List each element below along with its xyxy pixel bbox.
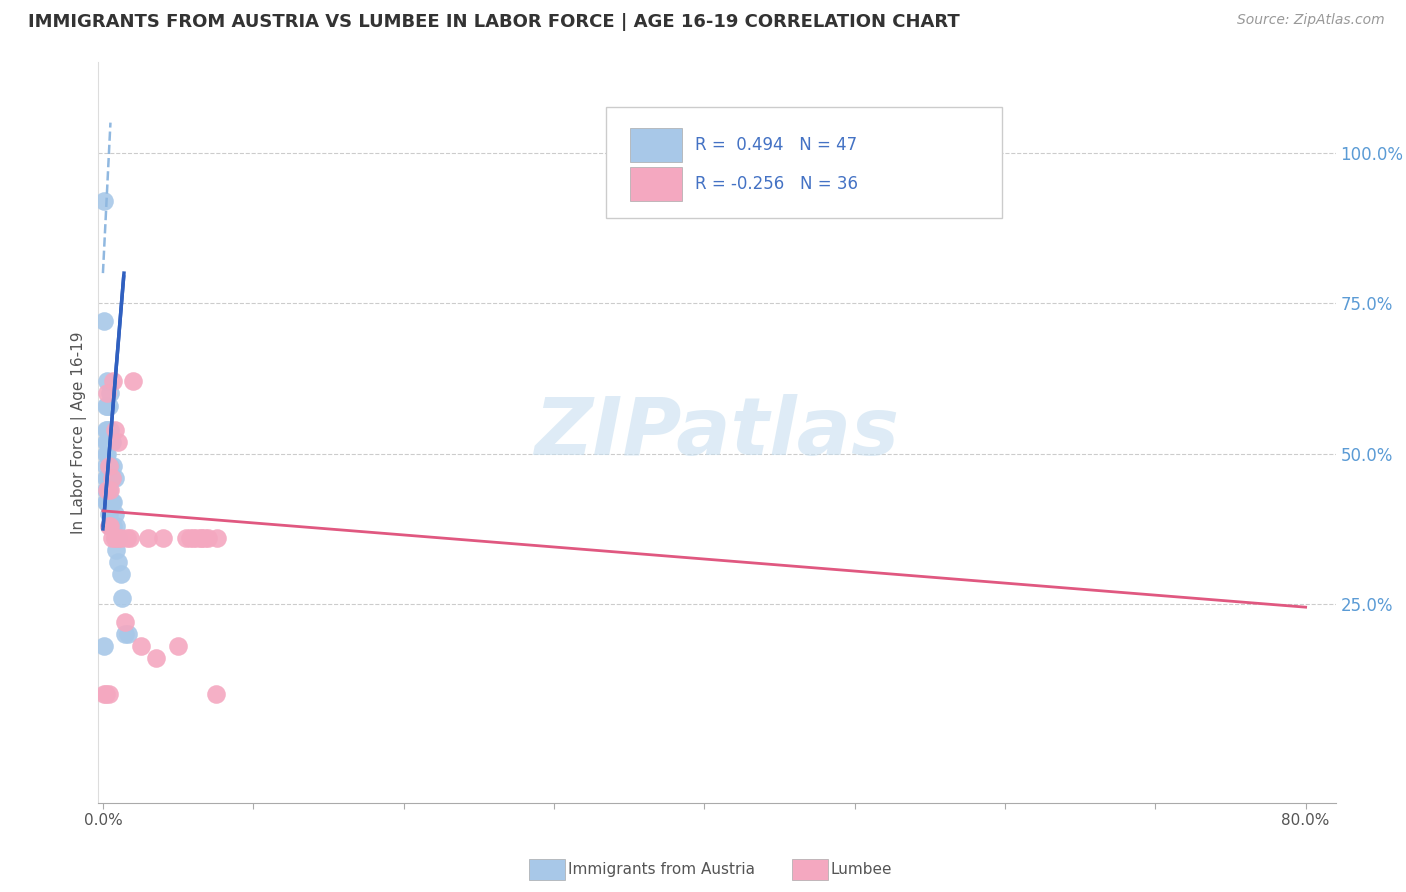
- Point: [103, 519, 125, 533]
- Point: [97, 458, 120, 473]
- Point: [167, 640, 190, 654]
- Point: [94, 399, 117, 413]
- Point: [186, 531, 208, 545]
- Point: [105, 543, 128, 558]
- Point: [94, 495, 117, 509]
- Point: [96, 399, 118, 413]
- Point: [100, 423, 122, 437]
- Point: [190, 531, 212, 545]
- Point: [94, 471, 117, 485]
- Point: [107, 434, 129, 449]
- Text: Lumbee: Lumbee: [831, 863, 893, 877]
- Point: [194, 531, 217, 545]
- Text: ZIPatlas: ZIPatlas: [534, 393, 900, 472]
- Point: [104, 531, 127, 545]
- Point: [107, 531, 129, 545]
- Point: [101, 471, 124, 485]
- Point: [94, 423, 117, 437]
- Point: [136, 531, 159, 545]
- Point: [101, 531, 124, 545]
- Point: [104, 531, 127, 545]
- Point: [97, 688, 120, 702]
- Point: [94, 458, 117, 473]
- Point: [94, 434, 117, 449]
- Point: [101, 495, 124, 509]
- Point: [181, 531, 204, 545]
- FancyBboxPatch shape: [630, 167, 682, 201]
- Text: IMMIGRANTS FROM AUSTRIA VS LUMBEE IN LABOR FORCE | AGE 16-19 CORRELATION CHART: IMMIGRANTS FROM AUSTRIA VS LUMBEE IN LAB…: [28, 13, 960, 31]
- Point: [96, 386, 118, 401]
- Point: [104, 471, 127, 485]
- Point: [97, 458, 120, 473]
- Point: [93, 688, 115, 702]
- Point: [107, 555, 129, 569]
- Point: [114, 615, 136, 630]
- Point: [100, 495, 122, 509]
- Point: [145, 651, 167, 665]
- Point: [205, 531, 228, 545]
- Point: [101, 434, 124, 449]
- Point: [100, 519, 122, 533]
- Point: [197, 531, 219, 545]
- Point: [107, 531, 129, 545]
- Point: [100, 483, 122, 497]
- Point: [94, 688, 117, 702]
- Point: [96, 483, 118, 497]
- Point: [104, 507, 127, 521]
- Point: [117, 627, 139, 641]
- Point: [96, 375, 118, 389]
- Point: [96, 471, 118, 485]
- Point: [101, 519, 124, 533]
- Point: [97, 483, 120, 497]
- Point: [179, 531, 201, 545]
- Point: [93, 640, 115, 654]
- Point: [94, 447, 117, 461]
- Point: [100, 386, 122, 401]
- Point: [96, 423, 118, 437]
- Point: [111, 591, 134, 606]
- Point: [97, 434, 120, 449]
- Point: [110, 567, 132, 582]
- Point: [103, 495, 125, 509]
- Text: Source: ZipAtlas.com: Source: ZipAtlas.com: [1237, 13, 1385, 28]
- Point: [94, 483, 117, 497]
- Point: [204, 688, 226, 702]
- Text: R = -0.256   N = 36: R = -0.256 N = 36: [695, 175, 858, 193]
- Point: [152, 531, 174, 545]
- Text: R =  0.494   N = 47: R = 0.494 N = 47: [695, 136, 856, 153]
- Point: [122, 375, 145, 389]
- Point: [96, 447, 118, 461]
- Point: [93, 194, 115, 208]
- Point: [100, 519, 122, 533]
- Point: [93, 314, 115, 328]
- Point: [114, 627, 136, 641]
- Point: [101, 471, 124, 485]
- Point: [103, 458, 125, 473]
- Point: [110, 531, 132, 545]
- Point: [103, 375, 125, 389]
- Point: [97, 399, 120, 413]
- Point: [100, 458, 122, 473]
- Point: [174, 531, 197, 545]
- Point: [104, 423, 127, 437]
- FancyBboxPatch shape: [606, 107, 1001, 218]
- Point: [129, 640, 152, 654]
- Point: [118, 531, 141, 545]
- Point: [96, 434, 118, 449]
- FancyBboxPatch shape: [630, 128, 682, 161]
- Point: [97, 519, 120, 533]
- Point: [96, 483, 118, 497]
- Y-axis label: In Labor Force | Age 16-19: In Labor Force | Age 16-19: [72, 331, 87, 534]
- Point: [97, 507, 120, 521]
- Point: [115, 531, 138, 545]
- Point: [105, 519, 128, 533]
- Text: Immigrants from Austria: Immigrants from Austria: [568, 863, 755, 877]
- Point: [190, 531, 212, 545]
- Point: [96, 495, 118, 509]
